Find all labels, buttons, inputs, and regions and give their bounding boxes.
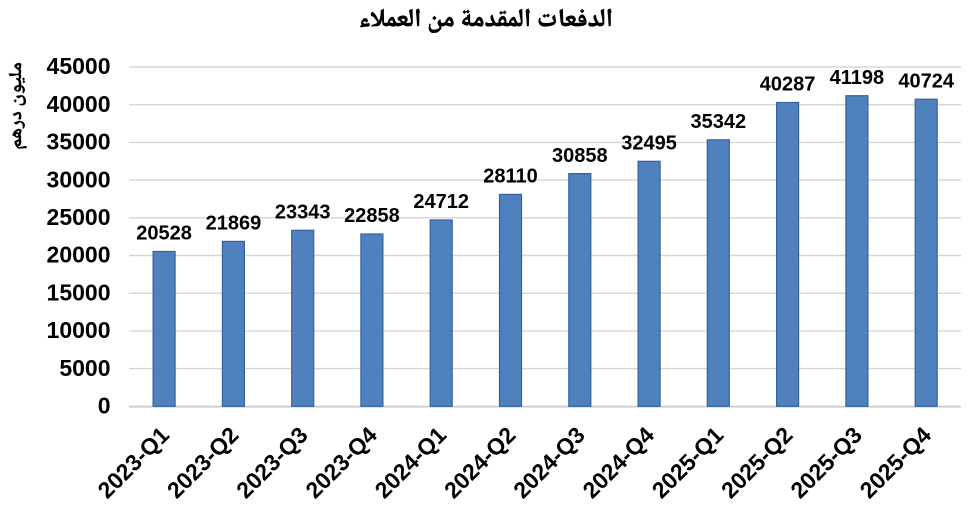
svg-text:25000: 25000	[47, 204, 111, 230]
svg-text:40287: 40287	[760, 74, 816, 96]
svg-text:35342: 35342	[690, 111, 746, 133]
svg-text:21869: 21869	[206, 213, 262, 235]
svg-text:35000: 35000	[47, 129, 111, 155]
svg-text:0: 0	[98, 393, 111, 419]
svg-text:41198: 41198	[830, 67, 885, 89]
svg-text:40000: 40000	[47, 91, 111, 117]
svg-text:30000: 30000	[47, 166, 111, 192]
svg-text:23343: 23343	[275, 202, 331, 224]
svg-text:32495: 32495	[621, 133, 677, 155]
svg-text:10000: 10000	[47, 317, 111, 343]
svg-text:5000: 5000	[59, 355, 110, 381]
svg-text:20528: 20528	[136, 223, 192, 245]
svg-text:40724: 40724	[898, 70, 954, 92]
svg-text:45000: 45000	[47, 53, 111, 79]
svg-text:30858: 30858	[552, 145, 608, 167]
svg-text:15000: 15000	[47, 279, 111, 305]
svg-text:24712: 24712	[413, 191, 469, 213]
svg-text:20000: 20000	[47, 242, 111, 268]
svg-text:28110: 28110	[483, 166, 538, 188]
svg-text:22858: 22858	[344, 205, 400, 227]
